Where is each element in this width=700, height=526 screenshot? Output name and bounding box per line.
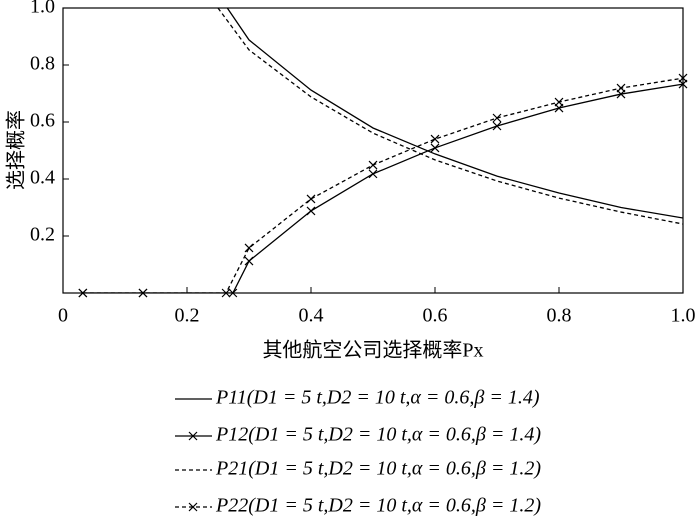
plot-lines <box>82 8 683 293</box>
point-marker <box>228 288 238 298</box>
point-marker <box>244 256 254 266</box>
x-tick-label: 0.4 <box>299 305 324 327</box>
y-tick-label: 0.8 <box>30 53 55 75</box>
point-marker <box>430 134 440 144</box>
x-tick-label: 0.8 <box>547 305 572 327</box>
point-marker <box>138 288 148 298</box>
plot-frame <box>62 7 684 294</box>
point-marker <box>492 113 502 123</box>
legend-label: P12(D1 = 5 t,D2 = 10 t,α = 0.6,β = 1.4) <box>215 424 541 446</box>
y-tick-label: 0.6 <box>30 110 55 132</box>
x-tick-label: 0.6 <box>423 305 448 327</box>
x-tick-label: 0 <box>58 305 68 327</box>
point-marker <box>78 288 88 298</box>
point-marker <box>554 97 564 107</box>
series-line <box>82 83 683 293</box>
y-tick-label: 0.4 <box>30 167 55 189</box>
series-line <box>217 8 683 225</box>
point-marker <box>492 121 502 131</box>
legend-label: P11(D1 = 5 t,D2 = 10 t,α = 0.6,β = 1.4) <box>215 387 540 409</box>
point-marker <box>306 194 316 204</box>
legend-label: P21(D1 = 5 t,D2 = 10 t,α = 0.6,β = 1.2) <box>215 458 541 480</box>
legend-marker <box>188 431 198 441</box>
point-marker <box>244 243 254 253</box>
point-marker <box>616 83 626 93</box>
y-axis-label: 选择概率 <box>5 110 28 190</box>
point-marker <box>221 288 231 298</box>
point-marker <box>368 160 378 170</box>
legend-marker <box>188 502 198 512</box>
x-tick-label: 1.0 <box>671 305 696 327</box>
point-marker <box>430 143 440 153</box>
series-line <box>82 77 683 293</box>
legend-label: P22(D1 = 5 t,D2 = 10 t,α = 0.6,β = 1.2) <box>215 495 541 517</box>
y-tick-label: 1.0 <box>30 0 55 18</box>
x-tick-label: 0.2 <box>175 305 200 327</box>
point-marker <box>678 73 688 83</box>
series-line <box>226 8 683 219</box>
y-tick-label: 0.2 <box>30 224 55 246</box>
point-marker <box>306 206 316 216</box>
point-marker <box>368 169 378 179</box>
x-axis-label: 其他航空公司选择概率Px <box>262 339 483 362</box>
